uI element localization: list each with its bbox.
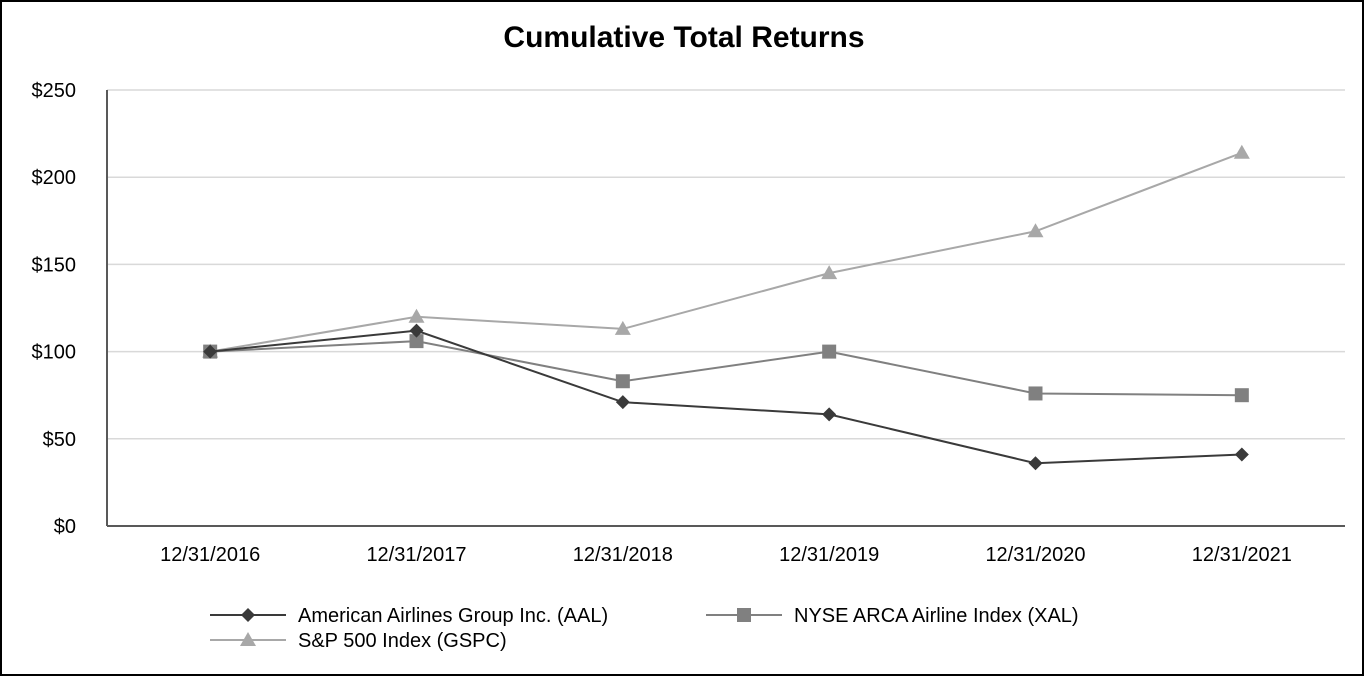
legend-item-diamond: American Airlines Group Inc. (AAL): [210, 605, 608, 627]
x-tick-label: 12/31/2021: [1192, 544, 1292, 566]
legend-label: S&P 500 Index (GSPC): [298, 630, 507, 652]
data-point-triangle: [821, 265, 838, 280]
legend-marker: [241, 608, 255, 622]
x-tick-label: 12/31/2017: [366, 544, 466, 566]
data-point-diamond: [203, 344, 218, 359]
x-tick-label: 12/31/2019: [779, 544, 879, 566]
legend-marker: [240, 632, 256, 646]
data-point-square: [1028, 386, 1043, 401]
data-point-triangle: [614, 320, 631, 335]
data-point-diamond: [822, 407, 837, 422]
y-tick-label: $150: [32, 254, 77, 276]
series-line-square: [210, 340, 1242, 397]
legend-item-triangle: S&P 500 Index (GSPC): [210, 630, 507, 652]
y-tick-label: $100: [32, 342, 77, 364]
series-line-triangle: [209, 151, 1243, 353]
y-tick-label: $0: [54, 516, 76, 538]
legend-item-square: NYSE ARCA Airline Index (XAL): [706, 605, 1079, 627]
data-point-triangle: [1027, 223, 1044, 238]
legend-marker: [737, 608, 751, 622]
data-point-square: [822, 344, 837, 359]
data-point-triangle: [408, 308, 425, 323]
data-point-diamond: [409, 323, 424, 338]
chart-title: Cumulative Total Returns: [503, 21, 864, 54]
x-tick-label: 12/31/2016: [160, 544, 260, 566]
data-point-square: [409, 334, 424, 349]
data-point-triangle: [1233, 144, 1250, 159]
y-tick-label: $200: [32, 167, 77, 189]
legend-label: American Airlines Group Inc. (AAL): [298, 605, 608, 627]
y-tick-label: $50: [43, 429, 76, 451]
data-point-square: [615, 374, 630, 389]
data-point-diamond: [1028, 456, 1043, 471]
data-point-square: [1234, 388, 1249, 403]
data-point-diamond: [1234, 447, 1249, 462]
y-tick-label: $250: [32, 80, 77, 102]
x-tick-label: 12/31/2018: [573, 544, 673, 566]
legend-label: NYSE ARCA Airline Index (XAL): [794, 605, 1079, 627]
series-line-diamond: [210, 329, 1242, 465]
x-tick-label: 12/31/2020: [985, 544, 1085, 566]
data-point-diamond: [615, 395, 630, 410]
